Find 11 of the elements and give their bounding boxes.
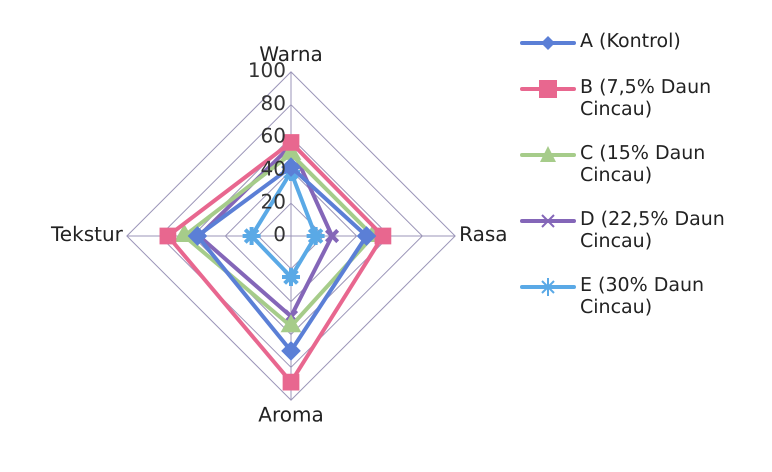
spoke-label: Tekstur <box>50 222 124 246</box>
spoke-label: Aroma <box>258 402 324 426</box>
legend-label: A (Kontrol) <box>580 30 681 52</box>
y-tick-label: 0 <box>273 222 286 246</box>
legend-label: D (22,5% Daun Cincau) <box>580 208 726 252</box>
y-tick-label: 80 <box>260 90 286 115</box>
y-tick-label: 60 <box>260 124 286 148</box>
spoke-label: Rasa <box>459 222 508 246</box>
legend-label: E (30% Daun Cincau) <box>580 274 706 318</box>
legend-label: B (7,5% Daun Cincau) <box>580 76 712 120</box>
legend-label: C (15% Daun Cincau) <box>580 142 706 186</box>
